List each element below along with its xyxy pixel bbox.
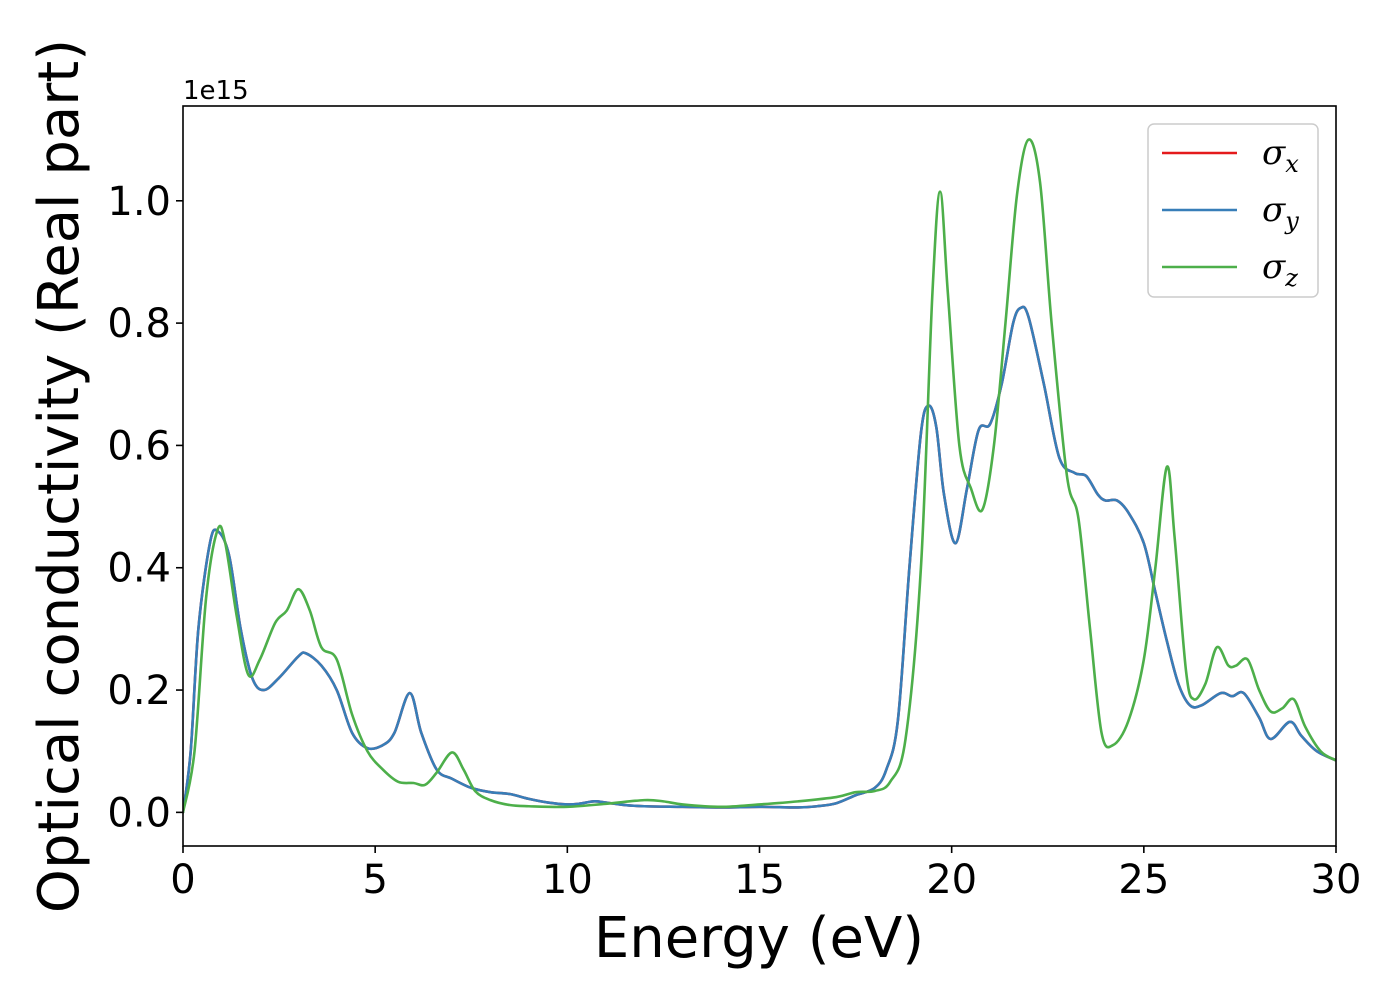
- series-line-y: [183, 305, 1336, 814]
- series-line-z: [183, 138, 1336, 814]
- legend: σx σy σz: [1147, 123, 1319, 298]
- x-tick-label: 5: [362, 857, 387, 903]
- y-tick-label: 0.2: [107, 668, 171, 714]
- y-offset-label: 1e15: [183, 76, 249, 106]
- y-tick-label: 0.8: [107, 301, 171, 347]
- x-tick-label: 30: [1311, 857, 1362, 903]
- series-layer: [183, 138, 1336, 814]
- legend-label-y: σy: [1262, 190, 1299, 235]
- y-tick-label: 0.4: [107, 546, 171, 592]
- y-tick-label: 0.0: [107, 790, 171, 836]
- plot-area: [183, 106, 1336, 846]
- x-tick-label: 25: [1118, 857, 1169, 903]
- y-axis: 0.0 0.2 0.4 0.6 0.8 1.0: [107, 179, 183, 836]
- x-tick-label: 10: [542, 857, 593, 903]
- x-tick-label: 15: [734, 857, 785, 903]
- y-tick-label: 1.0: [107, 179, 171, 225]
- legend-label-z: σz: [1262, 247, 1298, 292]
- y-tick-label: 0.6: [107, 423, 171, 469]
- x-axis: 0 5 10 15 20 25 30: [170, 846, 1361, 903]
- x-tick-label: 20: [926, 857, 977, 903]
- y-axis-label: Optical conductivity (Real part): [27, 39, 92, 913]
- x-axis-label: Energy (eV): [594, 906, 924, 971]
- legend-label-x: σx: [1262, 133, 1299, 178]
- x-tick-label: 0: [170, 857, 195, 903]
